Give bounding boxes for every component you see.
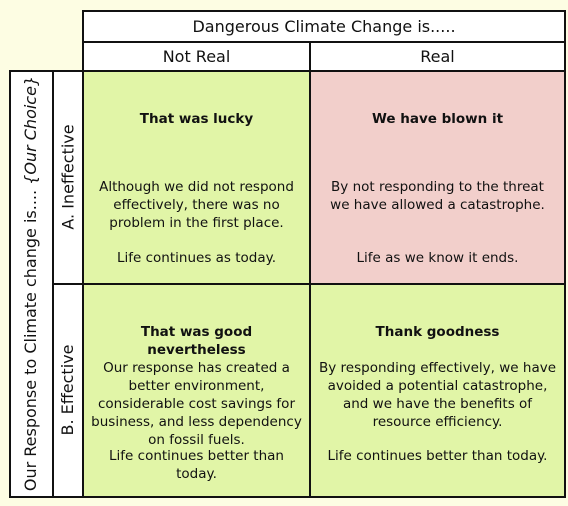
column-header: Not Real (82, 41, 311, 72)
cell-outcome: Life continues better than today. (327, 448, 548, 464)
row-box (52, 283, 84, 498)
side-title-italic: {Our Choice} (21, 75, 40, 185)
cell-body: Although we did not respond effectively,… (99, 179, 294, 231)
side-title: Our Response to Climate change is.... {O… (9, 70, 52, 497)
row-box (52, 70, 84, 285)
cell-heading: That was good nevertheless (140, 324, 253, 358)
cell: That was lucky Although we did not respo… (82, 70, 311, 285)
side-title-text: Our Response to Climate change is.... (21, 189, 40, 492)
cell-outcome: Life continues better than today. (109, 448, 284, 482)
cell-outcome: Life as we know it ends. (356, 250, 519, 266)
cell-heading: Thank goodness (375, 324, 500, 340)
cell-body: By not responding to the threat we have … (330, 179, 545, 213)
header-title: Dangerous Climate Change is..... (82, 10, 566, 43)
cell-body: By responding effectively, we have avoid… (319, 360, 557, 430)
cell-body: Our response has created a better enviro… (91, 360, 302, 448)
cell-outcome: Life continues as today. (117, 250, 276, 266)
cell-heading: That was lucky (139, 111, 254, 127)
cell: Thank goodness By responding effectively… (309, 283, 566, 498)
row-label: B. Effective (57, 344, 77, 436)
cell-heading: We have blown it (371, 111, 504, 127)
column-header: Real (309, 41, 566, 72)
cell: We have blown it By not responding to th… (309, 70, 566, 285)
row-label: A. Ineffective (57, 123, 77, 230)
side-box (9, 70, 54, 498)
cell: That was good nevertheless Our response … (82, 283, 311, 498)
